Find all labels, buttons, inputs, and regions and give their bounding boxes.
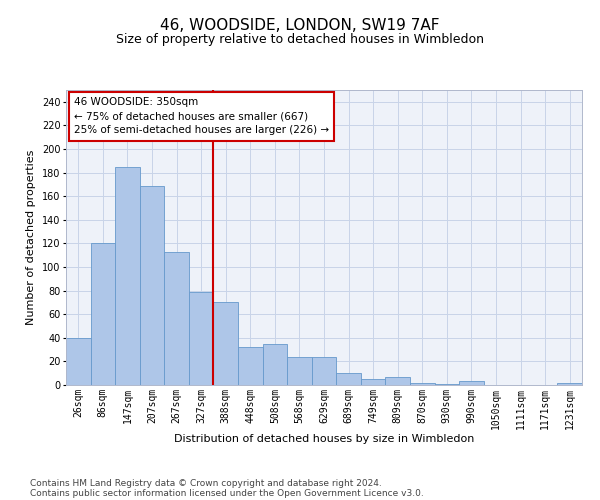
Bar <box>214 302 238 385</box>
Y-axis label: Number of detached properties: Number of detached properties <box>26 150 36 325</box>
Bar <box>557 382 582 385</box>
Bar <box>263 344 287 385</box>
Text: 46, WOODSIDE, LONDON, SW19 7AF: 46, WOODSIDE, LONDON, SW19 7AF <box>160 18 440 32</box>
Bar <box>385 376 410 385</box>
Text: Contains HM Land Registry data © Crown copyright and database right 2024.: Contains HM Land Registry data © Crown c… <box>30 478 382 488</box>
Text: Size of property relative to detached houses in Wimbledon: Size of property relative to detached ho… <box>116 32 484 46</box>
Bar <box>459 382 484 385</box>
Bar <box>434 384 459 385</box>
Bar <box>287 356 312 385</box>
Text: 46 WOODSIDE: 350sqm
← 75% of detached houses are smaller (667)
25% of semi-detac: 46 WOODSIDE: 350sqm ← 75% of detached ho… <box>74 98 329 136</box>
Bar <box>312 356 336 385</box>
Bar <box>336 373 361 385</box>
Bar <box>140 186 164 385</box>
Bar <box>115 166 140 385</box>
Text: Contains public sector information licensed under the Open Government Licence v3: Contains public sector information licen… <box>30 488 424 498</box>
Bar <box>238 347 263 385</box>
Bar <box>91 244 115 385</box>
Bar <box>66 338 91 385</box>
Bar <box>164 252 189 385</box>
X-axis label: Distribution of detached houses by size in Wimbledon: Distribution of detached houses by size … <box>174 434 474 444</box>
Bar <box>410 382 434 385</box>
Bar <box>189 292 214 385</box>
Bar <box>361 379 385 385</box>
